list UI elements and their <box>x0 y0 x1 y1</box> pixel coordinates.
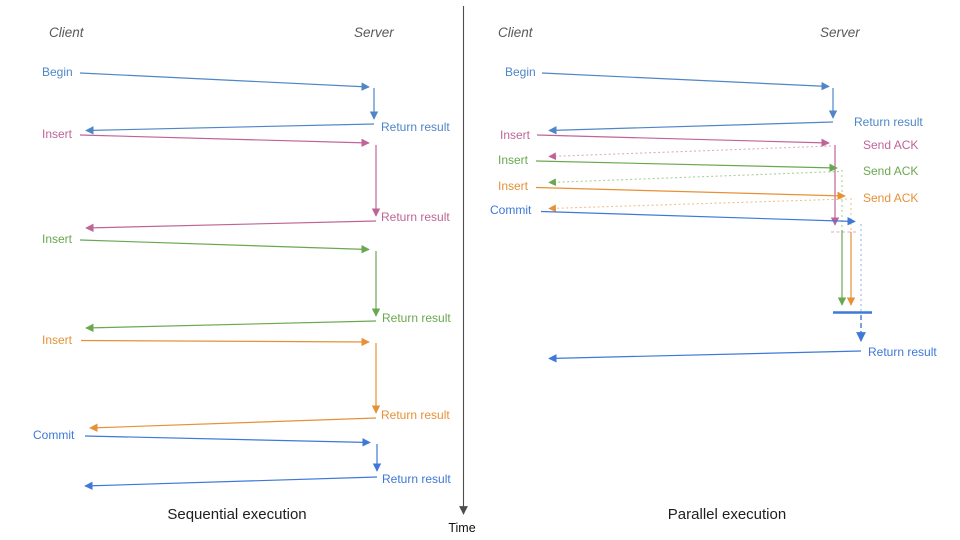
par-insert2-label: Insert <box>498 153 529 167</box>
par-insert2-ack-label: Send ACK <box>863 164 918 178</box>
seq-server-header: Server <box>354 25 394 40</box>
parallel-title: Parallel execution <box>668 506 786 523</box>
par-insert3-ack-label: Send ACK <box>863 191 918 205</box>
parallel-panel: Client Server Begin Return result Insert… <box>490 25 937 523</box>
seq-insert3-request-line <box>80 337 370 347</box>
par-commit-label: Commit <box>490 203 532 217</box>
seq-commit-return-line <box>84 476 378 490</box>
par-insert3-ack-line <box>548 198 848 213</box>
par-begin-label: Begin <box>505 65 536 79</box>
seq-insert1-label: Insert <box>42 127 73 141</box>
sequential-panel: Client Server Begin Return result Insert… <box>33 25 451 523</box>
time-axis: Time <box>448 6 476 535</box>
par-insert1-request-line <box>536 134 830 147</box>
par-insert1-ack-line <box>548 145 832 161</box>
seq-insert2-return-line <box>85 320 377 333</box>
par-insert2-ack-line <box>548 170 840 187</box>
seq-commit-request-line <box>84 435 371 447</box>
par-server-header: Server <box>820 25 860 40</box>
seq-begin-request-line <box>79 72 370 91</box>
par-insert3-label: Insert <box>498 179 529 193</box>
par-commit-return-line <box>548 350 862 363</box>
par-begin-request-line <box>541 72 830 91</box>
seq-begin-return-label: Return result <box>381 120 450 134</box>
par-commit-request-line <box>540 210 856 226</box>
seq-insert2-request-line <box>79 239 370 254</box>
par-insert1-ack-label: Send ACK <box>863 138 918 152</box>
par-insert1-label: Insert <box>500 128 531 142</box>
sequential-title: Sequential execution <box>167 506 306 523</box>
par-insert2-request-line <box>535 160 838 173</box>
seq-commit-label: Commit <box>33 428 75 442</box>
seq-begin-label: Begin <box>42 65 73 79</box>
par-begin-return-line <box>548 121 834 135</box>
par-insert3-request-line <box>535 186 846 200</box>
seq-insert1-return-label: Return result <box>381 210 450 224</box>
par-begin-return-label: Return result <box>854 115 923 129</box>
par-commit-return-label: Return result <box>868 345 937 359</box>
seq-insert2-label: Insert <box>42 232 73 246</box>
seq-commit-return-label: Return result <box>382 472 451 486</box>
seq-insert3-return-line <box>89 417 377 432</box>
time-axis-label: Time <box>448 521 475 535</box>
seq-insert1-return-line <box>85 220 377 233</box>
seq-insert3-return-label: Return result <box>381 408 450 422</box>
seq-insert2-return-label: Return result <box>382 311 451 325</box>
par-client-header: Client <box>498 25 534 40</box>
seq-insert3-label: Insert <box>42 333 73 347</box>
seq-begin-return-line <box>85 123 375 135</box>
seq-insert1-request-line <box>79 134 370 147</box>
seq-client-header: Client <box>49 25 85 40</box>
